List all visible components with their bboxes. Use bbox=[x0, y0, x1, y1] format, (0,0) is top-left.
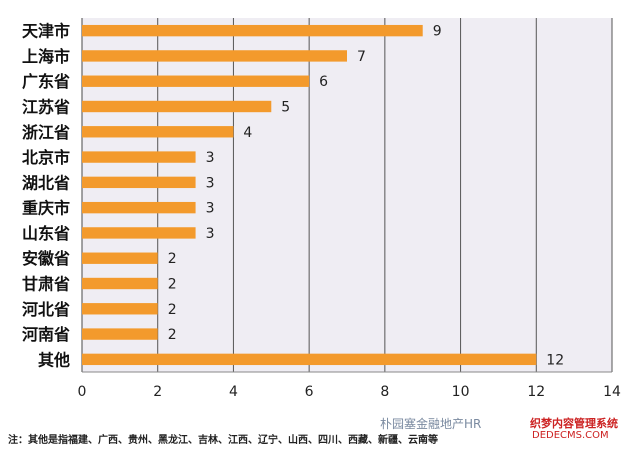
bar bbox=[82, 201, 196, 214]
value-label: 3 bbox=[206, 150, 215, 166]
value-label: 2 bbox=[168, 302, 177, 318]
watermark-site: 织梦内容管理系统 bbox=[530, 417, 618, 430]
value-label: 2 bbox=[168, 327, 177, 343]
bar bbox=[82, 100, 272, 113]
value-label: 5 bbox=[281, 100, 290, 116]
x-tick-label: 14 bbox=[603, 384, 621, 400]
category-label: 河南省 bbox=[22, 325, 70, 344]
category-label: 其他 bbox=[38, 350, 70, 369]
category-labels: 天津市上海市广东省江苏省浙江省北京市湖北省重庆市山东省安徽省甘肃省河北省河南省其… bbox=[22, 22, 70, 370]
bar bbox=[82, 227, 196, 239]
x-tick-label: 6 bbox=[305, 384, 314, 400]
bar bbox=[82, 50, 347, 62]
x-tick-labels: 0 2 4 6 8 10 12 14 bbox=[78, 384, 621, 400]
value-label: 2 bbox=[168, 251, 177, 267]
value-label: 12 bbox=[546, 352, 564, 368]
bar bbox=[82, 328, 158, 340]
value-label: 3 bbox=[206, 175, 215, 191]
category-label: 河北省 bbox=[22, 300, 70, 319]
watermark: 朴园塞金融地产HR bbox=[380, 417, 482, 431]
bar bbox=[82, 75, 310, 87]
category-label: 安徽省 bbox=[22, 249, 70, 268]
value-label: 4 bbox=[243, 125, 252, 141]
x-tick-label: 2 bbox=[153, 384, 162, 400]
bar bbox=[82, 277, 158, 290]
category-label: 广东省 bbox=[22, 72, 70, 91]
value-label: 2 bbox=[168, 277, 177, 293]
value-label: 6 bbox=[319, 74, 328, 90]
watermark-url: DEDECMS.COM bbox=[532, 430, 609, 441]
value-label: 7 bbox=[357, 49, 366, 65]
bar bbox=[82, 126, 234, 138]
category-label: 山东省 bbox=[22, 224, 70, 243]
category-label: 重庆市 bbox=[22, 199, 70, 218]
category-label: 江苏省 bbox=[22, 98, 70, 117]
x-tick-label: 10 bbox=[452, 384, 470, 400]
value-label: 3 bbox=[206, 226, 215, 242]
plot-area bbox=[82, 18, 612, 372]
category-label: 上海市 bbox=[22, 47, 70, 66]
x-tick-label: 4 bbox=[229, 384, 238, 400]
value-labels: 9 7 6 5 4 3 3 3 3 2 2 2 2 12 bbox=[168, 24, 564, 369]
x-tick-label: 0 bbox=[78, 384, 87, 400]
bar bbox=[82, 353, 537, 366]
value-label: 3 bbox=[206, 201, 215, 217]
bar bbox=[82, 151, 196, 163]
bar bbox=[82, 303, 158, 315]
category-label: 湖北省 bbox=[22, 173, 70, 192]
category-label: 甘肃省 bbox=[22, 275, 70, 294]
footnote: 注：其他是指福建、广西、贵州、黑龙江、吉林、江西、辽宁、山西、四川、西藏、新疆、… bbox=[8, 435, 438, 446]
x-tick-label: 8 bbox=[380, 384, 389, 400]
bar bbox=[82, 24, 423, 37]
value-label: 9 bbox=[433, 24, 442, 40]
category-label: 天津市 bbox=[22, 22, 70, 41]
category-label: 浙江省 bbox=[22, 123, 70, 142]
bar bbox=[82, 176, 196, 189]
bar bbox=[82, 252, 158, 264]
category-label: 北京市 bbox=[22, 148, 70, 167]
x-tick-label: 12 bbox=[527, 384, 545, 400]
bars bbox=[82, 24, 537, 366]
